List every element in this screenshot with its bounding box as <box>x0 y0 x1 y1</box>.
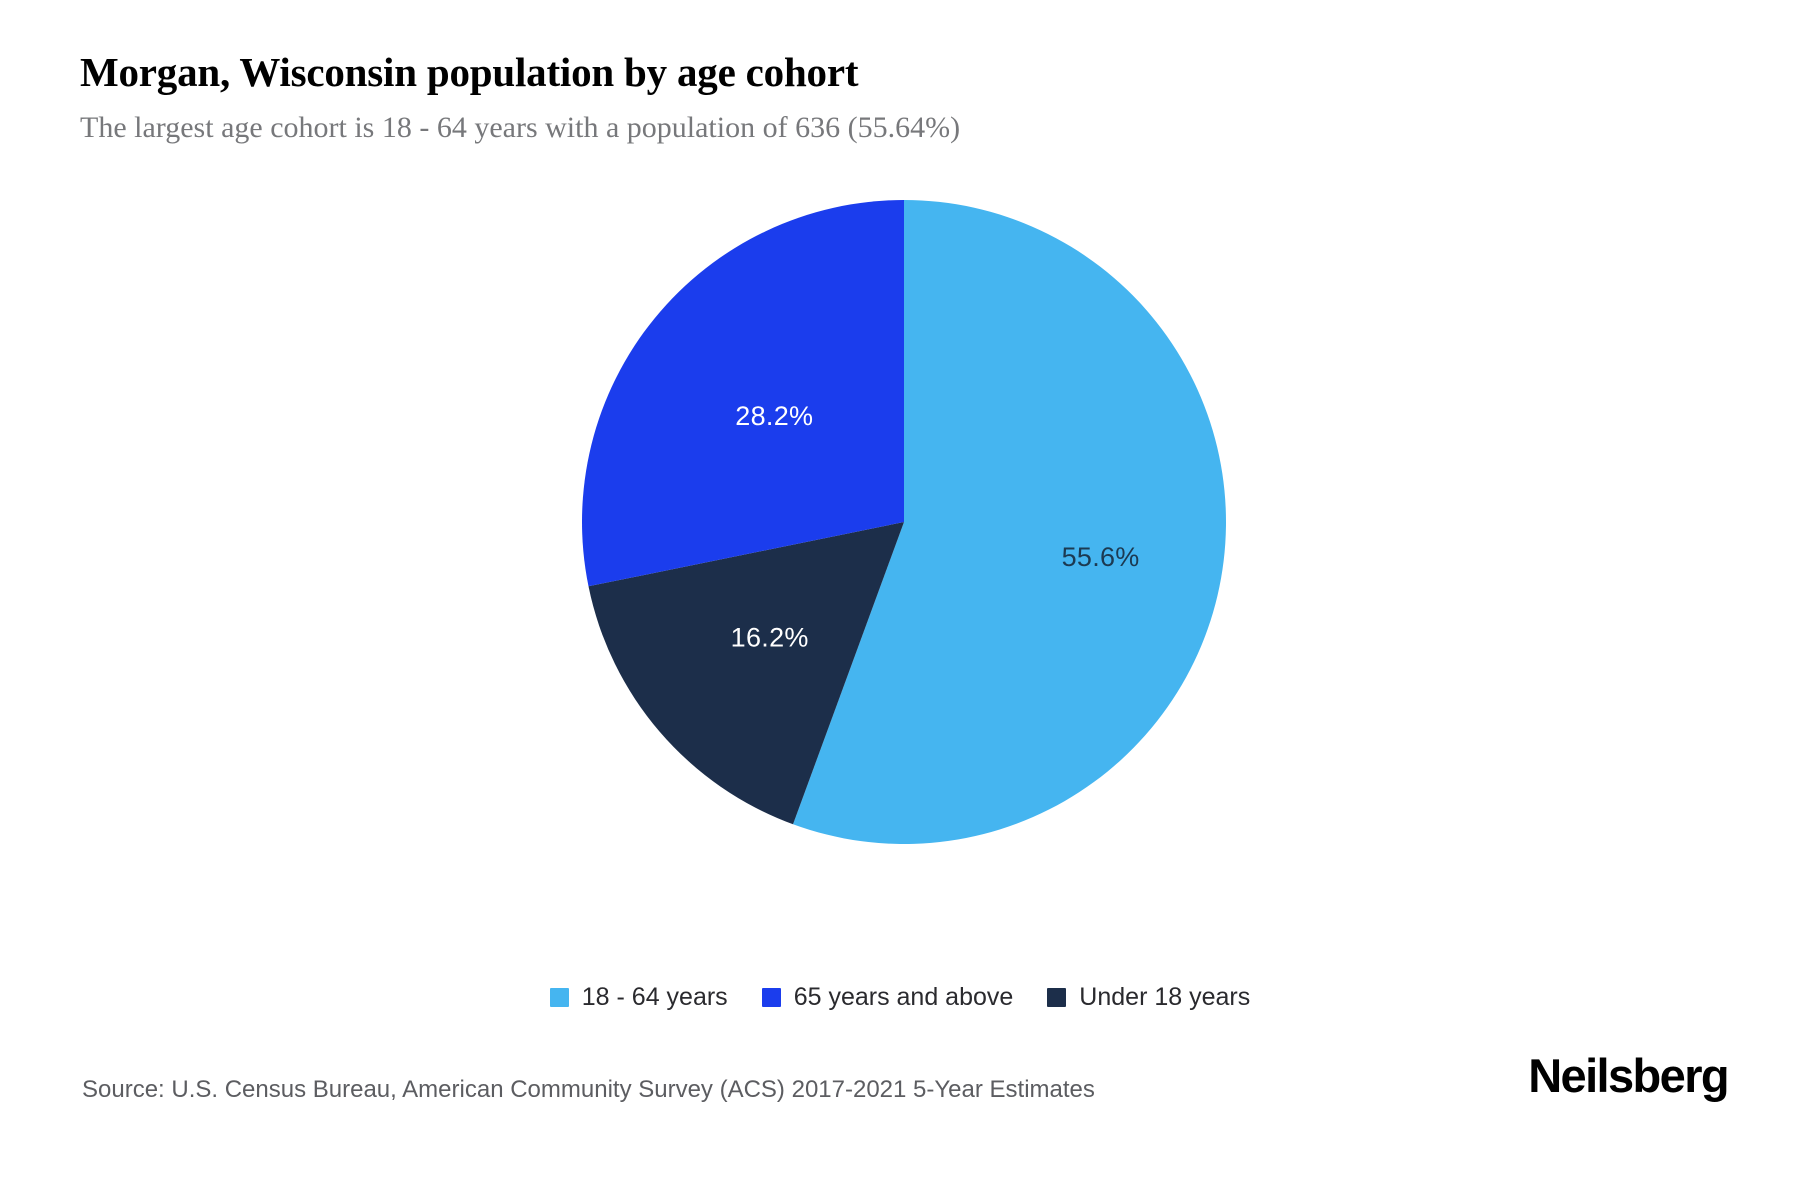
chart-plot-area: 55.6% 16.2% 28.2% <box>0 200 1800 900</box>
legend-item-label: 18 - 64 years <box>581 983 728 1011</box>
legend-item-label: Under 18 years <box>1079 983 1251 1011</box>
pie-slice[interactable] <box>793 200 1227 844</box>
chart-subtitle: The largest age cohort is 18 - 64 years … <box>80 111 961 145</box>
legend-item-label: 65 years and above <box>793 983 1014 1011</box>
page-title: Morgan, Wisconsin population by age coho… <box>80 49 859 95</box>
pie-label-group: 55.6% 16.2% 28.2% <box>731 401 1140 652</box>
chart-legend: 18 - 64 years 65 years and above Under 18 … <box>0 985 1800 1010</box>
pie-chart: 55.6% 16.2% 28.2% <box>582 200 1227 844</box>
legend-item[interactable]: Under 18 years <box>1047 985 1250 1010</box>
pie-slice-group <box>582 200 1227 844</box>
pie-chart-svg: 55.6% 16.2% 28.2% <box>582 200 1227 844</box>
pie-slice[interactable] <box>588 522 904 825</box>
pie-slice-label: 28.2% <box>735 401 813 431</box>
brand-logo: Neilsberg <box>1528 1049 1729 1102</box>
legend-item[interactable]: 65 years and above <box>761 983 1014 1011</box>
pie-slice-label: 16.2% <box>731 622 809 652</box>
legend-swatch-icon <box>549 988 569 1007</box>
legend-item[interactable]: 18 - 64 years <box>549 983 728 1011</box>
pie-slice[interactable] <box>582 200 904 587</box>
source-note: Source: U.S. Census Bureau, American Com… <box>82 1076 1095 1103</box>
pie-slice-label: 55.6% <box>1062 542 1140 572</box>
legend-swatch-icon <box>761 988 781 1007</box>
chart-header: Morgan, Wisconsin population by age coho… <box>80 48 1700 146</box>
legend-swatch-icon <box>1047 988 1067 1007</box>
